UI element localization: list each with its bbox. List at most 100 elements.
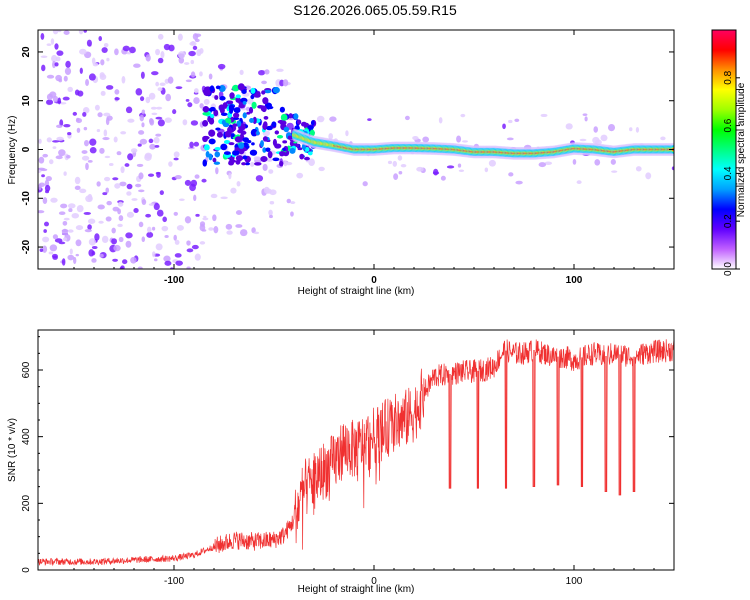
heatmap-cell (263, 115, 269, 120)
heatmap-cell (52, 140, 60, 143)
heatmap-cell (157, 57, 164, 64)
heatmap-cell (242, 137, 250, 143)
heatmap-cell (151, 71, 159, 76)
heatmap-cell (55, 74, 62, 82)
heatmap-cell (155, 116, 163, 120)
heatmap-cell (92, 62, 99, 67)
heatmap-cell (283, 126, 290, 133)
heatmap-cell (157, 87, 163, 92)
heatmap-cell (276, 134, 284, 139)
heatmap-cell (87, 224, 92, 230)
heatmap-cell (60, 203, 68, 209)
heatmap-cell (96, 128, 101, 133)
heatmap-cell (174, 239, 180, 245)
heatmap-cell (114, 97, 120, 101)
heatmap-cell (137, 266, 143, 269)
heatmap-cell (144, 152, 153, 159)
heatmap-cell (214, 151, 221, 158)
heatmap-cell (85, 195, 93, 203)
heatmap-cell (199, 221, 206, 227)
heatmap-cell (46, 137, 52, 143)
heatmap-cell (210, 113, 215, 118)
heatmap-cell (76, 204, 84, 213)
heatmap-cell (48, 251, 54, 255)
heatmap-cell (102, 192, 108, 196)
heatmap-cell (114, 89, 120, 95)
heatmap-cell (73, 256, 77, 265)
heatmap-cell (113, 244, 121, 252)
heatmap-cell (145, 54, 151, 62)
heatmap-cell (156, 172, 161, 178)
heatmap-cell (279, 160, 284, 167)
heatmap-cell (89, 147, 97, 154)
heatmap-cell (228, 172, 232, 180)
heatmap-cell (248, 106, 254, 114)
heatmap-cell (67, 86, 73, 93)
heatmap-cell (46, 74, 55, 79)
heatmap-cell (119, 181, 127, 187)
heatmap-cell (232, 123, 238, 127)
heatmap-cell (117, 223, 123, 228)
heatmap-cell (184, 216, 192, 224)
heatmap-cell (215, 85, 221, 90)
heatmap-cell (243, 142, 249, 148)
heatmap-cell (97, 204, 105, 210)
heatmap-cell (126, 183, 133, 190)
heatmap-cell (244, 162, 251, 166)
heatmap-cell (88, 73, 96, 81)
heatmap-cell (189, 41, 197, 46)
heatmap-cell (99, 147, 105, 154)
heatmap-cell (120, 131, 127, 135)
heatmap-cell (193, 97, 200, 104)
heatmap-cell (265, 188, 272, 194)
heatmap-cell (438, 117, 443, 124)
heatmap-cell (74, 185, 81, 191)
heatmap-cell (175, 260, 183, 266)
heatmap-cell (584, 116, 588, 122)
heatmap-cell (190, 59, 195, 65)
heatmap-cell (287, 135, 293, 140)
heatmap-cell (83, 126, 88, 131)
heatmap-cell (345, 130, 349, 137)
heatmap-cell (62, 96, 70, 101)
heatmap-cell (229, 92, 235, 99)
heatmap-cell (122, 259, 128, 265)
heatmap-cell (253, 231, 260, 235)
heatmap-cell (46, 93, 53, 101)
heatmap-cell (484, 167, 489, 173)
colorbar-axis: 0.0 0.2 0.4 0.6 0.8 (723, 70, 740, 276)
heatmap-cell (187, 102, 193, 108)
heatmap-cell (209, 106, 216, 112)
heatmap-x-tick-label: 0 (371, 275, 377, 286)
heatmap-cell (251, 101, 257, 109)
heatmap-cell (40, 168, 48, 172)
heatmap-cell (138, 172, 144, 180)
heatmap-cell (145, 96, 151, 104)
heatmap-cell (213, 226, 219, 234)
heatmap-cell (55, 155, 63, 160)
heatmap-cell (104, 155, 111, 159)
heatmap-cell (46, 99, 54, 105)
heatmap-cell (289, 147, 296, 154)
colorbar (711, 29, 737, 270)
heatmap-cell (446, 165, 455, 169)
heatmap-cell (84, 139, 89, 147)
heatmap-cell (208, 227, 214, 231)
heatmap-cell (138, 130, 145, 135)
heatmap-cell (262, 147, 267, 153)
heatmap-cell (316, 115, 325, 123)
heatmap-cell (79, 67, 83, 74)
heatmap-cell (260, 140, 264, 148)
heatmap-cell (116, 151, 122, 156)
heatmap-cell (164, 234, 169, 238)
heatmap-cell (271, 121, 277, 128)
heatmap-y-tick-label: -20 (21, 239, 32, 254)
heatmap-cell (54, 62, 59, 67)
heatmap-cell (195, 213, 200, 217)
heatmap-cell (288, 113, 293, 119)
heatmap-cell (38, 138, 42, 144)
heatmap-cell (155, 133, 162, 137)
heatmap-cell (208, 153, 213, 161)
heatmap-x-tick-label: 100 (566, 275, 583, 286)
